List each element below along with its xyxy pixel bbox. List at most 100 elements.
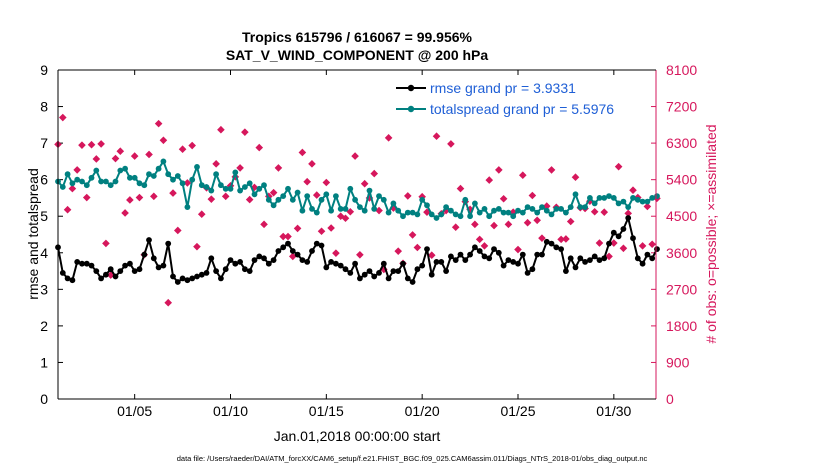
rmse-point (472, 244, 478, 251)
rmse-point (333, 260, 339, 267)
obs-assimilated-marker (610, 239, 618, 247)
obs-assimilated-marker (116, 147, 125, 156)
rmse-point (141, 251, 148, 258)
rmse-point (155, 264, 162, 271)
totalspread-point (524, 204, 531, 211)
totalspread-point (572, 191, 579, 198)
obs-assimilated-marker (595, 239, 604, 247)
obs-assimilated-marker (523, 218, 532, 227)
obs-assimilated-marker (648, 240, 656, 249)
obs-assimilated-marker (475, 235, 484, 244)
rmse-point (232, 260, 239, 267)
totalspread-point (452, 211, 459, 218)
rmse-point (79, 260, 85, 267)
rmse-point (146, 237, 152, 243)
ticks-layer: 01/05 01/10 01/15 01/20 01/25 01/30 0 1 2 3 4 5 6 7 8 9… (40, 62, 697, 419)
rmse-point (165, 240, 172, 247)
y-right-tick-label: 1800 (666, 318, 697, 334)
obs-assimilated-marker (451, 223, 460, 231)
y-right-tick-label: 2700 (666, 281, 697, 297)
obs-assimilated-marker (188, 141, 196, 150)
y-right-tick-label: 3600 (666, 245, 697, 261)
y-left-tick-label: 2 (40, 318, 48, 334)
rmse-point (309, 248, 315, 254)
totalspread-point (146, 171, 152, 178)
rmse-point (289, 248, 296, 254)
totalspread-point (419, 196, 426, 203)
rmse-point (237, 259, 244, 265)
rmse-point (184, 277, 191, 284)
totalspread-point (294, 189, 301, 196)
totalspread-point (194, 164, 200, 170)
totalspread-point (361, 207, 368, 214)
totalspread-point (337, 206, 344, 212)
y-left-tick-label: 1 (40, 354, 48, 370)
obs-assimilated-marker (197, 210, 206, 218)
obs-assimilated-marker (293, 224, 302, 233)
obs-assimilated-marker (322, 178, 331, 187)
rmse-point (275, 248, 282, 254)
totalspread-point (448, 207, 454, 214)
x-tick-label: 01/15 (309, 403, 344, 419)
obs-assimilated-marker (624, 209, 633, 218)
totalspread-point (342, 206, 349, 212)
obs-assimilated-marker (384, 134, 393, 142)
rmse-point (620, 226, 627, 232)
totalspread-point (189, 176, 196, 183)
obs-assimilated-marker (217, 125, 225, 134)
obs-assimilated-marker (504, 220, 513, 229)
totalspread-point (237, 187, 244, 194)
rmse-point (428, 271, 435, 278)
rmse-point (74, 259, 81, 265)
totalspread-point (563, 209, 569, 216)
obs-assimilated-marker (341, 214, 350, 223)
totalspread-point (390, 200, 397, 207)
obs-assimilated-marker (150, 192, 158, 201)
totalspread-point (309, 206, 315, 212)
totalspread-point (79, 178, 85, 185)
y-left-tick-label: 7 (40, 135, 48, 151)
obs-assimilated-marker (485, 176, 494, 184)
totalspread-point (328, 207, 334, 214)
obs-assimilated-marker (145, 150, 153, 159)
totalspread-point (519, 209, 526, 216)
totalspread-point (155, 165, 162, 172)
y-left-tick-label: 6 (40, 172, 48, 188)
totalspread-point (467, 213, 473, 220)
obs-assimilated-marker (600, 208, 609, 216)
rmse-point (385, 275, 392, 282)
chart-title-line1: Tropics 615796 / 616067 = 99.956% (242, 29, 473, 45)
totalspread-point (256, 185, 263, 192)
obs-assimilated-marker (73, 166, 81, 174)
rmse-point (136, 266, 143, 273)
obs-assimilated-marker (643, 202, 652, 211)
obs-assimilated-marker (178, 145, 187, 154)
totalspread-point (112, 178, 119, 185)
obs-assimilated-marker (586, 197, 594, 205)
rmse-point (222, 266, 229, 273)
obs-assimilated-marker (403, 192, 412, 200)
rmse-point (347, 270, 354, 276)
rmse-point (117, 268, 124, 274)
rmse-point (414, 266, 421, 273)
rmse-point (539, 251, 545, 258)
legend-spread-label: totalspread grand pr = 5.5976 (430, 101, 614, 117)
obs-assimilated-marker (288, 252, 297, 261)
y-right-tick-label: 900 (666, 354, 690, 370)
plot-area (58, 70, 656, 399)
obs-assimilated-marker (135, 193, 144, 202)
y-left-tick-label: 5 (40, 208, 48, 224)
obs-assimilated-marker (427, 251, 436, 260)
chart-title-line2: SAT_V_WIND_COMPONENT @ 200 hPa (226, 47, 489, 63)
totalspread-point (424, 202, 430, 209)
rmse-point (213, 268, 220, 274)
totalspread-point (606, 193, 612, 200)
totalspread-point (644, 198, 651, 205)
totalspread-point (232, 169, 239, 176)
obs-assimilated-marker (557, 235, 565, 244)
rmse-point (534, 251, 541, 258)
totalspread-point (246, 180, 253, 187)
totalspread-point (88, 174, 95, 181)
y-right-axis-label: # of obs: o=possible; ×=assimilated (703, 124, 719, 343)
